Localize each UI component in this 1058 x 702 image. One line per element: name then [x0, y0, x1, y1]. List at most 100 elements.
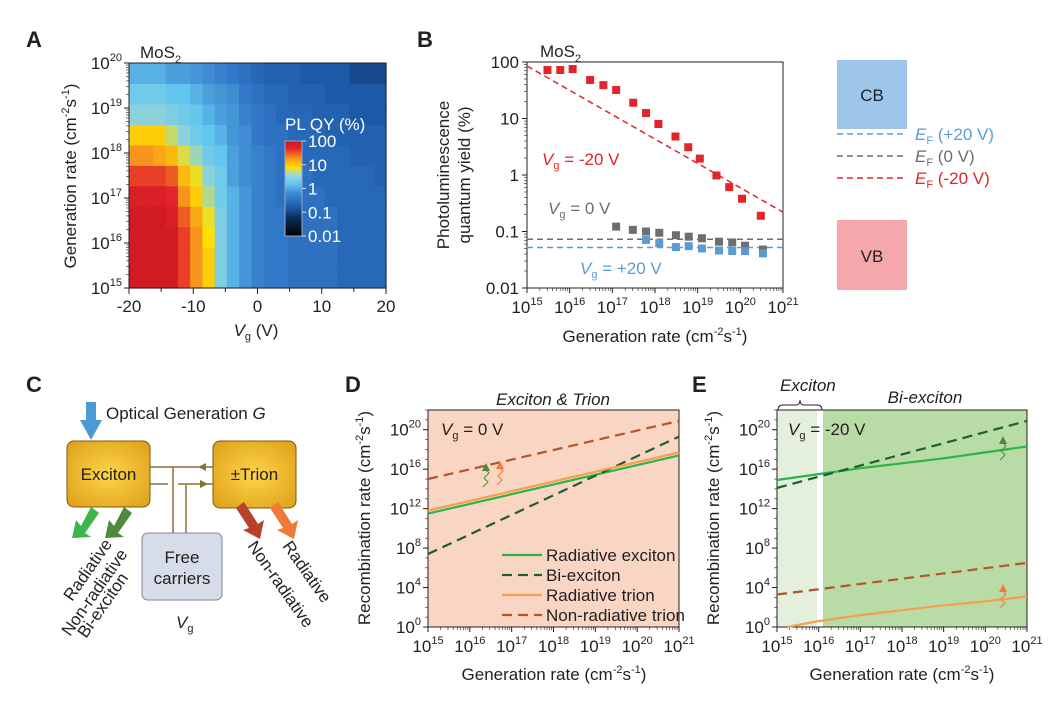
heatmap-cell	[361, 185, 375, 207]
photon-icon	[496, 467, 504, 486]
heatmap-cell	[300, 247, 314, 269]
heatmap-cell	[263, 185, 277, 207]
heatmap-cell	[165, 83, 179, 105]
heatmap-cell	[300, 185, 314, 207]
heatmap-cell	[190, 165, 204, 187]
heatmap-cell	[312, 226, 326, 248]
heatmap-cell	[214, 103, 228, 125]
heatmap-cell	[337, 63, 350, 85]
colorbar-ticks: 100 10 1 0.1 0.01	[302, 132, 341, 246]
y-tick-label: 1012	[390, 498, 421, 519]
heatmap-cell	[214, 165, 228, 187]
heatmap-cell	[312, 124, 326, 146]
heatmap-cell	[288, 267, 301, 289]
y-tick-label: 1	[510, 166, 519, 185]
x-tick-label: 20	[377, 297, 396, 316]
x-tick-label: 1016	[803, 635, 834, 656]
heatmap-cell	[300, 267, 314, 289]
data-point	[712, 171, 721, 180]
data-point	[654, 119, 663, 128]
heatmap-cell	[349, 103, 363, 125]
x-tick-label: -20	[117, 297, 142, 316]
panel-e-photon-icons	[999, 436, 1007, 609]
panel-e-y-ticks: 100 104 108 1012 1016 1020	[739, 409, 777, 637]
free-carriers-line2: carriers	[154, 569, 211, 588]
heatmap-cell	[263, 144, 277, 166]
heatmap-cell	[226, 103, 240, 125]
heatmap-cell	[373, 247, 387, 269]
legend-label: Radiative trion	[546, 586, 655, 605]
panel-label-e: E	[692, 372, 707, 397]
x-tick-label: 1017	[496, 635, 527, 656]
heatmap-cell	[288, 124, 301, 146]
heatmap-cell	[312, 185, 326, 207]
heatmap-cell	[165, 103, 179, 125]
heatmap-cell	[202, 247, 216, 269]
exciton-box	[66, 440, 151, 508]
panel-a-y-ticks: 1015 1016 1017 1018 1019 1020	[91, 52, 129, 298]
heatmap-cell	[239, 124, 252, 146]
heatmap-cell	[263, 226, 277, 248]
colorbar-tick-label: 0.1	[308, 203, 332, 222]
heatmap-cell	[153, 165, 167, 187]
heatmap-cell	[141, 226, 155, 248]
y-tick-label: 1012	[739, 498, 770, 519]
heatmap-cells	[129, 63, 387, 289]
data-point	[725, 183, 734, 192]
heatmap-cell	[312, 267, 326, 289]
heatmap-cell	[214, 83, 228, 105]
colorbar-tick-label: 100	[308, 132, 336, 151]
y-tick-label: 1017	[91, 187, 122, 208]
heatmap-cell	[288, 63, 301, 85]
x-tick-label: 1015	[511, 296, 542, 317]
x-tick-label: 1016	[454, 635, 485, 656]
heatmap-cell	[324, 226, 338, 248]
photon-icon	[482, 469, 490, 488]
data-point	[612, 222, 621, 231]
trion-radiative-arrow	[270, 502, 298, 539]
panel-label-a: A	[26, 27, 42, 52]
heatmap-cell	[239, 103, 252, 125]
heatmap-cell	[263, 103, 277, 125]
heatmap-cell	[263, 267, 277, 289]
heatmap-cell	[300, 83, 314, 105]
data-point	[556, 66, 565, 75]
heatmap-cell	[288, 247, 301, 269]
heatmap-cell	[361, 124, 375, 146]
series-line-radiative-exciton	[776, 445, 1028, 482]
panel-a-material: MoS2	[140, 43, 181, 66]
colorbar-tick-label: 1	[308, 180, 317, 199]
heatmap-cell	[141, 247, 155, 269]
heatmap-cell	[239, 83, 252, 105]
series-line-non-radiative-trion	[776, 561, 1028, 596]
heatmap-cell	[312, 165, 326, 187]
heatmap-cell	[214, 247, 228, 269]
panel-label-c: C	[26, 372, 42, 397]
arrow-to-exciton	[198, 463, 206, 471]
heatmap-cell	[202, 63, 216, 85]
exciton-region-brace	[777, 399, 823, 411]
heatmap-cell	[337, 124, 350, 146]
heatmap-cell	[226, 165, 240, 187]
heatmap-cell	[129, 63, 142, 85]
heatmap-cell	[153, 103, 167, 125]
x-tick-label: 1020	[970, 635, 1001, 656]
panel-d-annotation: Vg = 0 V	[441, 420, 504, 442]
heatmap-cell	[165, 185, 179, 207]
panel-b-x-label: Generation rate (cm-2s-1)	[563, 326, 748, 346]
trion-nonradiative-arrow	[236, 502, 264, 539]
heatmap-cell	[263, 83, 277, 105]
heatmap-cell	[275, 103, 289, 125]
heatmap-cell	[141, 185, 155, 207]
heatmap-cell	[251, 63, 265, 85]
heatmap-cell	[177, 63, 191, 85]
heatmap-cell	[373, 206, 387, 228]
legend-label: Non-radiative trion	[546, 606, 685, 625]
panel-d-x-ticks: 1015 1016 1017 1018 1019 1020 1021	[412, 627, 695, 656]
heatmap-cell	[129, 144, 142, 166]
heatmap-cell	[177, 226, 191, 248]
heatmap-cell	[190, 103, 204, 125]
